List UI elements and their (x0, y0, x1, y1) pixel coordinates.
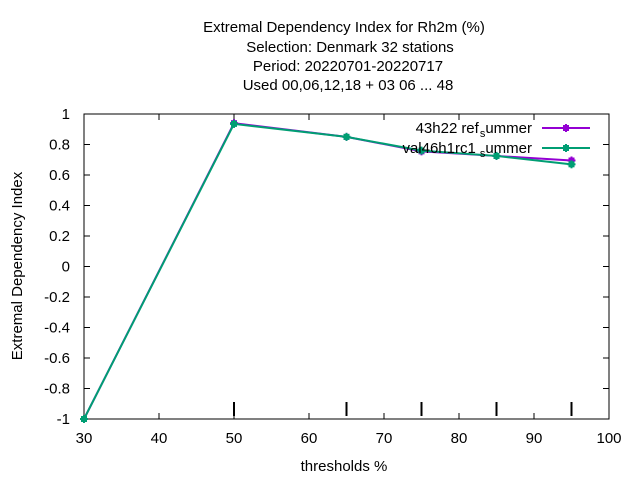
x-tick-label: 90 (526, 430, 543, 447)
legend-label-sub-b: s (480, 128, 486, 140)
y-tick-label: 0.4 (49, 198, 70, 215)
y-tick-label: -0.6 (44, 350, 70, 367)
y-tick-label: 1 (62, 106, 70, 123)
y-tick-label: -0.2 (44, 289, 70, 306)
chart-title-block: Extremal Dependency Index for Rh2m (%) S… (203, 19, 485, 94)
series-layer (80, 119, 576, 423)
y-axis-label: Extremal Dependency Index (9, 171, 26, 360)
legend-label-sub-b: s (480, 148, 486, 160)
threshold-marks (233, 402, 573, 416)
series-line (83, 122, 572, 420)
x-tick-label: 30 (76, 430, 93, 447)
y-tick-label: 0.2 (49, 228, 70, 245)
legend-label-main: val46h1rc1 (402, 140, 475, 157)
x-tick-label: 70 (376, 430, 393, 447)
y-tick-label: 0.8 (49, 137, 70, 154)
x-tick-label: 100 (596, 430, 621, 447)
legend-label-main: 43h22 (416, 120, 458, 137)
x-axis-label: thresholds % (301, 458, 388, 475)
legend-label-tail: ummer (485, 120, 532, 137)
chart-title-line-2: Selection: Denmark 32 stations (246, 39, 454, 56)
legend-label: 43h22 refsummer (416, 120, 532, 140)
chart-title-line-3: Period: 20220701-20220717 (253, 58, 443, 75)
x-tick-label: 50 (226, 430, 243, 447)
y-tick-label: -0.4 (44, 320, 70, 337)
legend-label-sub-a: ref (461, 120, 479, 137)
y-tick-label: -1 (57, 411, 70, 428)
chart-title-line-4: Used 00,06,12,18 + 03 06 ... 48 (243, 77, 454, 94)
y-tick-label: 0.6 (49, 167, 70, 184)
y-tick-label: -0.8 (44, 381, 70, 398)
legend-label-tail: ummer (485, 140, 532, 157)
chart-title-line-1: Extremal Dependency Index for Rh2m (%) (203, 19, 485, 36)
x-axis: 30 40 50 60 70 80 90 100 (76, 114, 622, 447)
y-tick-label: 0 (62, 259, 70, 276)
series-line (83, 122, 572, 420)
y-axis: 1 0.8 0.6 0.4 0.2 0 -0.2 -0.4 -0.6 -0.8 -1 (44, 106, 609, 428)
x-tick-label: 40 (151, 430, 168, 447)
legend-label: val46h1rc1 summer (402, 140, 532, 160)
x-tick-label: 80 (451, 430, 468, 447)
x-tick-label: 60 (301, 430, 318, 447)
